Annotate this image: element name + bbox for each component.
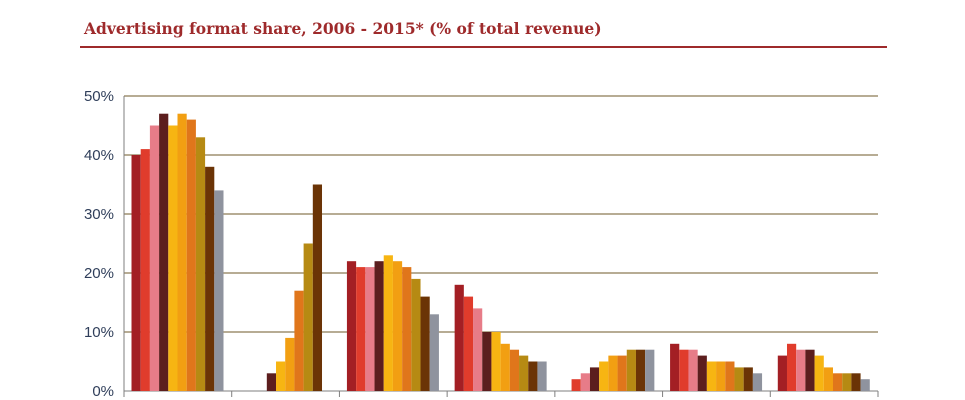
bar [580,373,590,391]
bar [519,355,529,391]
chart-title: Advertising format share, 2006 - 2015* (… [84,19,602,38]
bar [392,261,403,391]
y-tick-label: 0% [92,383,114,400]
bar [670,343,680,391]
bar [500,343,510,391]
bar [851,373,861,391]
bar [429,314,439,391]
bar [509,349,520,391]
bar [777,355,787,391]
bar [159,113,169,391]
bar [285,337,295,391]
bar [706,361,717,391]
bar [491,332,501,391]
bar [131,155,141,391]
bar [860,379,870,391]
bar [814,355,824,391]
bar [617,355,627,391]
y-tick-label: 40% [84,147,114,164]
bar [645,349,655,391]
bar [832,373,843,391]
bar [454,284,464,391]
bar [528,361,538,391]
y-tick-label: 50% [84,88,114,105]
bar [195,137,206,391]
bar [752,373,763,391]
bar [374,261,384,391]
bar [402,267,412,391]
bar [186,119,196,391]
bar [635,349,646,391]
bar [842,373,852,391]
bar [537,361,547,391]
bar [571,379,581,391]
bar [168,125,178,391]
bar [411,278,421,391]
bar [608,355,618,391]
bar [205,166,215,391]
bar [725,361,735,391]
bar [266,373,277,391]
bar [589,367,600,391]
bar [688,349,698,391]
bar [140,149,150,391]
bar [626,349,636,391]
bar [463,296,474,391]
bar [805,349,815,391]
bar [303,243,313,391]
bar [383,255,393,391]
bar [599,361,609,391]
y-tick-label: 20% [84,265,114,282]
bar [786,343,797,391]
bar [356,267,366,391]
bar [294,290,304,391]
bar [679,349,689,391]
bar [365,267,375,391]
y-tick-label: 30% [84,206,114,223]
bar [276,361,286,391]
bar [823,367,833,391]
bar [473,308,483,391]
bar [420,296,430,391]
bar [482,332,492,391]
bar [149,125,160,391]
bar [312,184,323,391]
bar [177,113,187,391]
chart-header: Advertising format share, 2006 - 2015* (… [80,0,887,48]
bar [743,367,753,391]
bar [796,349,806,391]
bar [346,261,357,391]
bar [214,190,224,391]
bar [716,361,726,391]
bar [697,355,707,391]
bar [734,367,744,391]
y-tick-label: 10% [84,324,114,341]
